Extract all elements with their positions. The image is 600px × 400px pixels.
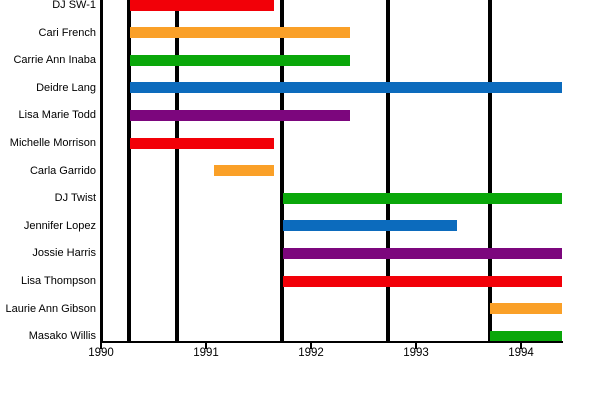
timeline-bar (282, 192, 562, 204)
timeline-bar (282, 275, 562, 287)
row-label: Carrie Ann Inaba (13, 54, 96, 67)
season-gridline (385, 0, 390, 341)
row-label: Lisa Marie Todd (18, 109, 96, 122)
season-gridline (487, 0, 492, 341)
timeline-bar (130, 137, 275, 149)
x-axis-tick (520, 343, 523, 349)
season-gridline (127, 0, 132, 341)
x-axis-tick (100, 343, 102, 349)
x-axis-tick-label: 1994 (508, 347, 534, 359)
row-label: Michelle Morrison (9, 137, 96, 149)
x-axis-tick (415, 343, 418, 349)
timeline-bar (282, 220, 457, 232)
timeline-bar (130, 109, 350, 121)
row-label: DJ SW-1 (52, 0, 96, 11)
timeline-bar (214, 165, 275, 177)
row-label: Jossie Harris (32, 247, 96, 260)
y-axis-line (100, 0, 103, 343)
timeline-bar (130, 0, 275, 11)
x-axis-tick (205, 343, 207, 349)
timeline-bar (130, 27, 350, 39)
row-label: Masako Willis (28, 330, 96, 343)
x-axis-tick-label: 1991 (193, 347, 219, 359)
x-axis-line (100, 340, 563, 343)
timeline-bar (130, 54, 350, 66)
timeline-bar (489, 303, 562, 315)
x-axis-tick-label: 1993 (403, 347, 429, 359)
timeline-bar (130, 82, 562, 94)
timeline-bar (282, 247, 562, 259)
row-label: Jennifer Lopez (23, 219, 96, 232)
timeline-bar (489, 330, 562, 342)
row-label: Laurie Ann Gibson (5, 302, 96, 315)
row-label: Cari French (38, 26, 96, 39)
season-gridline (174, 0, 179, 341)
x-axis-tick-label: 1990 (88, 347, 114, 359)
row-label: Carla Garrido (29, 164, 96, 177)
season-gridline (279, 0, 284, 341)
row-label: Lisa Thompson (20, 275, 96, 287)
row-label: Deidre Lang (36, 81, 96, 94)
x-axis-tick-label: 1992 (298, 347, 324, 359)
row-label: DJ Twist (54, 192, 96, 205)
x-axis-tick (310, 343, 313, 349)
